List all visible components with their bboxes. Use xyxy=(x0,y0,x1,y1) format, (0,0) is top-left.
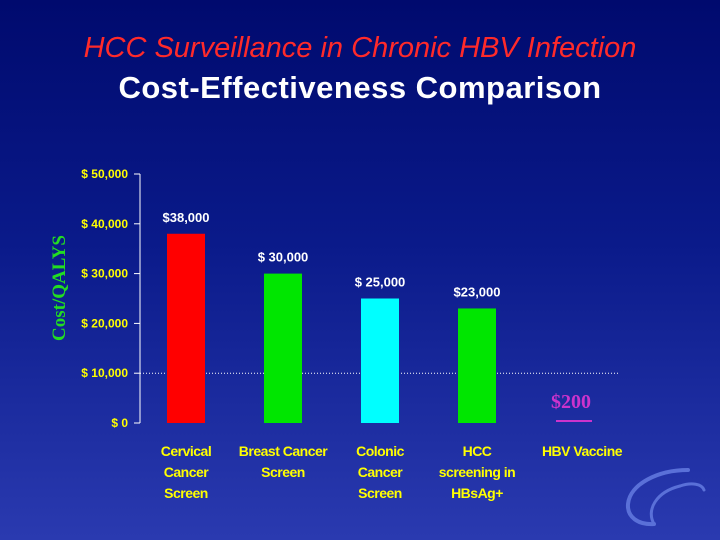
category-label: screening in xyxy=(439,464,515,480)
y-tick-label: $ 50,000 xyxy=(81,167,128,181)
category-label: Screen xyxy=(358,485,402,501)
category-label: Screen xyxy=(164,485,208,501)
bar-value-label: $200 xyxy=(551,391,591,413)
bar-value-label: $ 25,000 xyxy=(355,275,406,290)
y-tick-label: $ 30,000 xyxy=(81,267,128,281)
category-label: HBV Vaccine xyxy=(542,443,623,459)
bar xyxy=(458,308,496,423)
bar-value-label: $ 30,000 xyxy=(258,250,309,265)
category-label: HBsAg+ xyxy=(451,485,503,501)
y-tick-label: $ 20,000 xyxy=(81,316,128,330)
category-label: Screen xyxy=(261,464,305,480)
slide-subtitle: Cost-Effectiveness Comparison xyxy=(118,70,602,105)
y-tick-label: $ 10,000 xyxy=(81,366,128,380)
category-label: HCC xyxy=(463,443,492,459)
bar xyxy=(264,273,302,423)
category-label: Cervical xyxy=(161,443,211,459)
logo-icon xyxy=(625,468,706,527)
category-label: Breast Cancer xyxy=(239,443,328,459)
bar-value-label: $38,000 xyxy=(163,210,210,225)
category-label: Colonic xyxy=(356,443,405,459)
category-label: Cancer xyxy=(164,464,210,480)
slide-title: HCC Surveillance in Chronic HBV Infectio… xyxy=(83,32,637,64)
y-tick-label: $ 40,000 xyxy=(81,217,128,231)
bar-value-label: $23,000 xyxy=(454,284,501,299)
bar xyxy=(361,298,399,423)
category-label: Cancer xyxy=(358,464,404,480)
bar xyxy=(167,233,205,423)
y-tick-label: $ 0 xyxy=(111,416,128,430)
